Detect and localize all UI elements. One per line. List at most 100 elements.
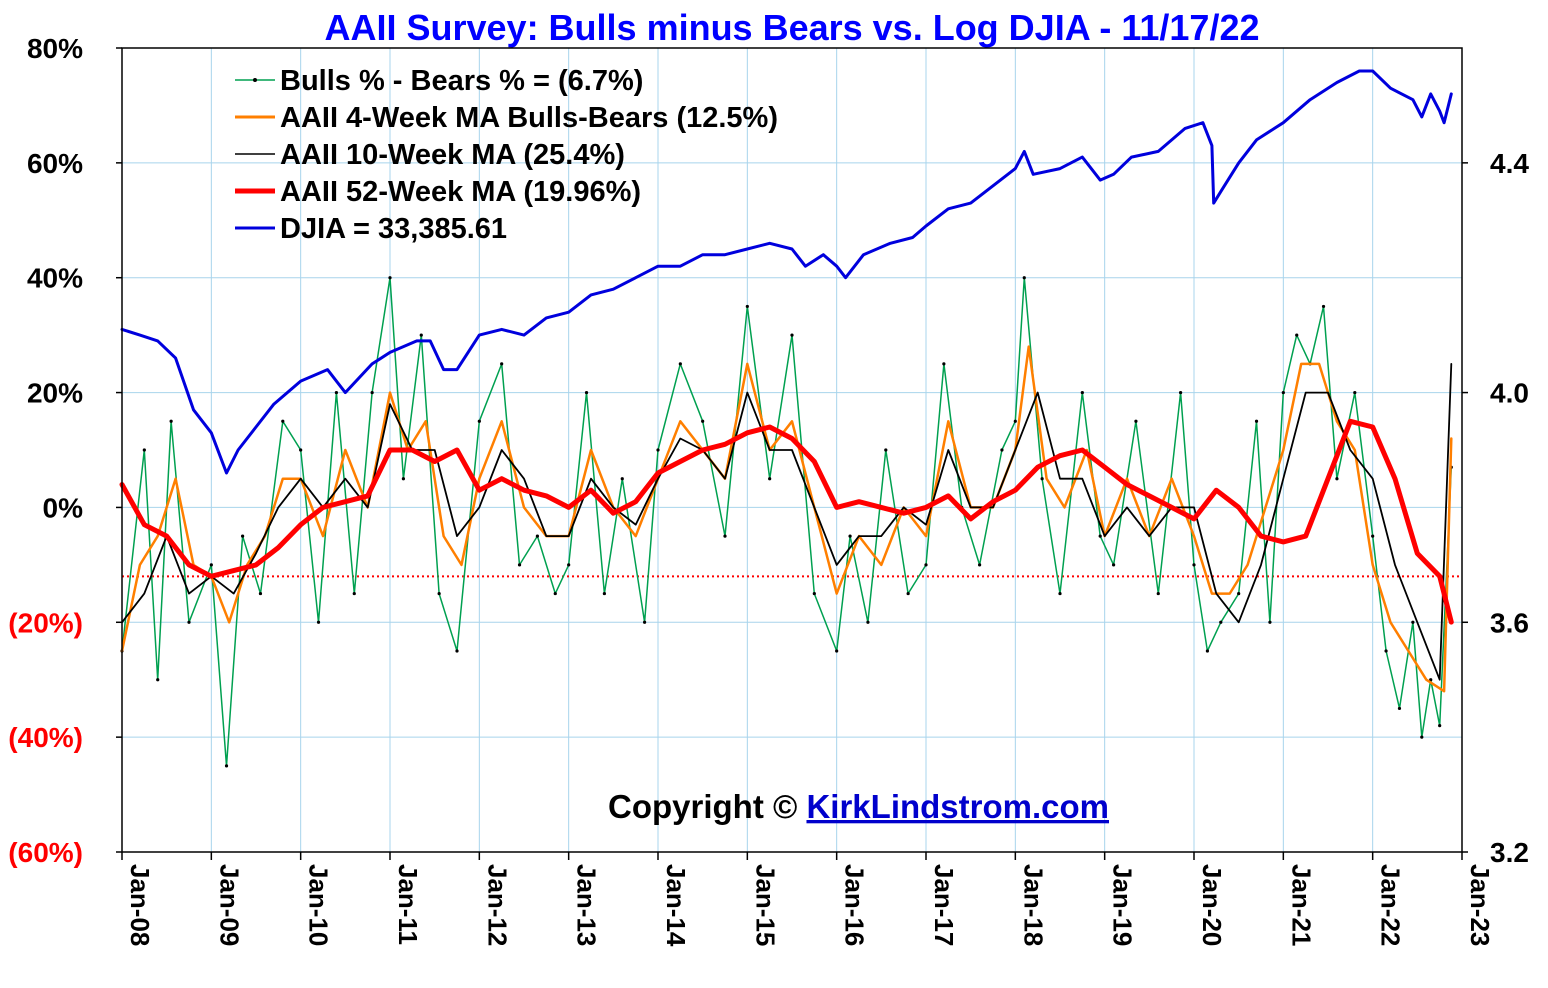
series-line-4 xyxy=(119,418,1454,625)
data-point xyxy=(334,390,338,395)
series-layer xyxy=(119,69,1454,768)
data-point xyxy=(1295,333,1299,337)
copyright-annotation: Copyright © KirkLindstrom.com xyxy=(608,788,1109,825)
x-tick-label: Jan-12 xyxy=(482,864,512,946)
legend: Bulls % - Bears % = (6.7%) AAII 4-Week MA… xyxy=(235,65,778,245)
copyright-link[interactable]: KirkLindstrom.com xyxy=(806,788,1109,825)
x-tick-label: Jan-11 xyxy=(393,864,423,945)
data-point xyxy=(281,419,285,423)
data-point xyxy=(1192,563,1196,567)
data-point xyxy=(1040,477,1044,481)
data-point xyxy=(156,678,160,682)
legend-label: AAII 4-Week MA Bulls-Bears (12.5%) xyxy=(280,102,778,134)
data-point xyxy=(224,764,229,768)
data-point xyxy=(1058,591,1062,596)
data-point xyxy=(316,620,321,624)
axes: Jan-08 Jan-09 Jan-10 Jan-11 Jan-12 Jan-13 Jan-… xyxy=(8,33,1529,947)
data-point xyxy=(678,362,682,366)
y-right-tick-label: 3.2 xyxy=(1490,837,1529,868)
data-point xyxy=(1429,678,1433,682)
data-point xyxy=(187,620,191,624)
data-point xyxy=(1237,591,1241,596)
data-point xyxy=(299,448,303,452)
data-point xyxy=(978,563,982,567)
y-left-tick-label: (40%) xyxy=(8,722,83,753)
x-tick-label: Jan-10 xyxy=(304,864,334,946)
y-left-tick-label: 40% xyxy=(27,263,83,294)
chart-title: AAII Survey: Bulls minus Bears vs. Log D… xyxy=(324,7,1259,48)
data-point xyxy=(1112,563,1116,567)
data-point xyxy=(745,304,749,309)
x-tick-label: Jan-22 xyxy=(1376,864,1406,946)
x-tick-label: Jan-17 xyxy=(929,864,959,946)
data-point xyxy=(906,591,910,596)
data-point xyxy=(500,362,504,366)
data-point xyxy=(1420,735,1424,739)
y-left-tick-label: 20% xyxy=(27,378,83,409)
data-point xyxy=(553,591,557,596)
series-line-5 xyxy=(120,69,1453,475)
data-point xyxy=(1134,419,1138,423)
data-point xyxy=(1219,620,1223,624)
data-point xyxy=(169,419,173,423)
x-tick-label: Jan-18 xyxy=(1018,864,1048,946)
y-left-tick-label: (20%) xyxy=(8,607,83,638)
data-point xyxy=(1013,419,1017,423)
data-point xyxy=(477,419,481,423)
x-tick-label: Jan-15 xyxy=(750,864,780,946)
data-point xyxy=(142,448,146,452)
x-tick-label: Jan-08 xyxy=(125,864,155,946)
legend-label: DJIA = 33,385.61 xyxy=(280,213,507,245)
data-point xyxy=(866,620,870,624)
data-point xyxy=(1098,534,1102,538)
data-point xyxy=(455,649,459,653)
y-left-tick-label: 0% xyxy=(43,492,84,523)
legend-marker xyxy=(253,78,257,82)
x-tick-label: Jan-21 xyxy=(1286,864,1316,946)
legend-label: AAII 10-Week MA (25.4%) xyxy=(280,139,625,171)
data-point xyxy=(567,563,571,567)
data-point xyxy=(535,534,540,538)
data-point xyxy=(209,563,213,567)
data-point xyxy=(437,591,441,596)
data-point xyxy=(790,333,794,337)
data-point xyxy=(1353,390,1357,395)
data-point xyxy=(370,390,374,395)
data-point xyxy=(1335,477,1339,481)
data-point xyxy=(352,591,356,596)
series-line-1 xyxy=(121,276,1453,767)
data-point xyxy=(1022,276,1026,280)
y-right-tick-label: 4.0 xyxy=(1490,378,1529,409)
data-point xyxy=(884,448,888,452)
x-tick-label: Jan-13 xyxy=(572,864,602,946)
data-point xyxy=(1080,390,1084,395)
y-right-tick-label: 4.4 xyxy=(1490,148,1529,179)
series-line-3 xyxy=(121,362,1453,681)
y-left-tick-label: 60% xyxy=(27,148,83,179)
data-point xyxy=(701,419,705,423)
data-point xyxy=(584,390,589,395)
data-point xyxy=(656,448,660,452)
data-point xyxy=(848,534,852,538)
data-point xyxy=(258,591,263,596)
data-point xyxy=(602,591,607,596)
y-left-tick-label: (60%) xyxy=(8,837,83,868)
data-point xyxy=(1411,620,1415,624)
data-point xyxy=(768,477,772,481)
data-point xyxy=(1156,591,1160,596)
x-tick-label: Jan-14 xyxy=(661,864,691,947)
data-point xyxy=(241,534,245,538)
plot-frame xyxy=(121,47,1463,853)
data-point xyxy=(517,563,522,567)
data-point xyxy=(388,276,392,280)
y-left-tick-label: 80% xyxy=(27,33,83,64)
data-point xyxy=(812,591,816,596)
data-point xyxy=(1384,649,1388,653)
legend-label: AAII 52-Week MA (19.96%) xyxy=(280,176,641,208)
x-tick-label: Jan-09 xyxy=(214,864,244,946)
x-tick-label: Jan-23 xyxy=(1465,864,1495,946)
data-point xyxy=(1000,448,1004,452)
legend-label: Bulls % - Bears % = (6.7%) xyxy=(280,65,643,97)
